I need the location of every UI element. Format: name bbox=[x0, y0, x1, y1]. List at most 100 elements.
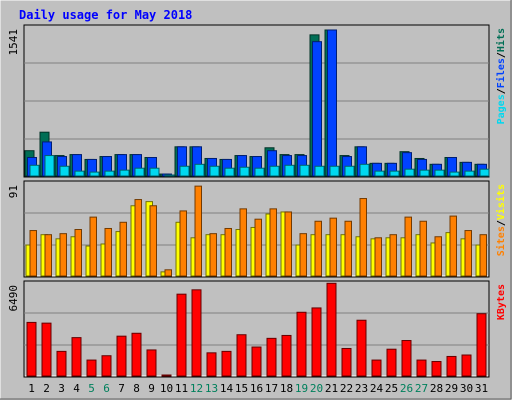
bar-sites bbox=[269, 208, 277, 277]
bar-kbytes bbox=[191, 289, 202, 377]
bar-sites bbox=[404, 216, 412, 277]
x-tick-label: 28 bbox=[430, 382, 443, 395]
bar-sites bbox=[374, 237, 382, 277]
bar-kbytes bbox=[431, 361, 442, 377]
x-tick-label: 17 bbox=[265, 382, 278, 395]
bar-sites bbox=[389, 234, 397, 277]
panel-frame bbox=[23, 280, 490, 378]
x-tick-label: 2 bbox=[43, 382, 50, 395]
legend-item: Files bbox=[495, 58, 507, 88]
bar-pages bbox=[239, 166, 250, 177]
x-tick-label: 1 bbox=[28, 382, 35, 395]
bar-pages bbox=[404, 168, 415, 177]
bar-pages bbox=[449, 171, 460, 177]
x-tick-label: 3 bbox=[58, 382, 65, 395]
bar-pages bbox=[419, 169, 430, 177]
bar-kbytes bbox=[116, 335, 127, 377]
x-tick-label: 16 bbox=[250, 382, 263, 395]
bar-sites bbox=[194, 185, 202, 277]
bar-pages bbox=[269, 165, 280, 177]
bar-sites bbox=[344, 220, 352, 277]
bar-sites bbox=[134, 199, 142, 277]
bar-kbytes bbox=[71, 337, 82, 377]
bar-pages bbox=[104, 170, 115, 177]
x-tick-label: 20 bbox=[310, 382, 323, 395]
x-tick-label: 11 bbox=[175, 382, 188, 395]
bar-sites bbox=[464, 230, 472, 277]
bar-files bbox=[312, 41, 322, 177]
x-tick-label: 29 bbox=[445, 382, 458, 395]
bar-pages bbox=[134, 167, 145, 177]
x-tick-label: 24 bbox=[370, 382, 384, 395]
bar-pages bbox=[374, 170, 385, 177]
bar-sites bbox=[224, 227, 232, 277]
bar-kbytes bbox=[371, 359, 382, 377]
x-tick-label: 7 bbox=[118, 382, 125, 395]
bar-sites bbox=[299, 233, 307, 277]
bar-kbytes bbox=[251, 346, 262, 377]
x-tick-label: 10 bbox=[160, 382, 173, 395]
bar-pages bbox=[389, 170, 400, 177]
legend-separator: / bbox=[496, 220, 507, 226]
bar-pages bbox=[464, 170, 475, 177]
chart-title: Daily usage for May 2018 bbox=[19, 8, 192, 22]
bar-pages bbox=[359, 163, 370, 177]
bar-pages bbox=[479, 168, 490, 177]
bar-sites bbox=[74, 229, 82, 277]
bar-kbytes bbox=[296, 311, 307, 377]
legend-item: KBytes bbox=[496, 284, 507, 320]
bar-kbytes bbox=[146, 349, 157, 377]
legend: KBytes bbox=[496, 284, 507, 320]
bar-sites bbox=[149, 205, 157, 277]
bar-pages bbox=[119, 169, 130, 177]
legend-separator: / bbox=[496, 52, 507, 58]
y-max-label: 6490 bbox=[7, 285, 20, 312]
bar-kbytes bbox=[401, 340, 412, 377]
bar-pages bbox=[344, 165, 355, 177]
x-tick-label: 18 bbox=[280, 382, 293, 395]
bar-pages bbox=[299, 164, 310, 177]
x-tick-label: 15 bbox=[235, 382, 248, 395]
bar-pages bbox=[74, 170, 85, 177]
bar-kbytes bbox=[221, 350, 232, 377]
x-tick-label: 25 bbox=[385, 382, 398, 395]
legend: Sites/Visits bbox=[495, 184, 507, 256]
bar-sites bbox=[104, 227, 112, 277]
legend-item: Hits bbox=[495, 28, 507, 52]
bar-kbytes bbox=[281, 334, 292, 377]
bar-pages bbox=[284, 164, 295, 177]
bar-kbytes bbox=[416, 359, 427, 377]
bar-pages bbox=[434, 169, 445, 177]
bar-sites bbox=[164, 269, 172, 277]
x-tick-label: 12 bbox=[190, 382, 203, 395]
bar-pages bbox=[179, 165, 190, 177]
bar-sites bbox=[314, 220, 322, 277]
bar-sites bbox=[239, 208, 247, 277]
x-tick-label: 13 bbox=[205, 382, 218, 395]
legend: Pages/Files/Hits bbox=[495, 28, 507, 124]
bar-sites bbox=[209, 233, 217, 277]
panel-visitors: 91 Sites/Visits bbox=[7, 180, 507, 278]
bar-pages bbox=[149, 167, 160, 177]
bar-sites bbox=[44, 234, 52, 277]
bar-kbytes bbox=[461, 354, 472, 377]
bar-kbytes bbox=[476, 313, 487, 377]
bar-pages bbox=[29, 164, 40, 177]
legend-item: Pages bbox=[496, 94, 507, 124]
x-tick-label: 30 bbox=[460, 382, 473, 395]
bar-kbytes bbox=[161, 374, 172, 377]
y-max-label: 1541 bbox=[7, 29, 20, 56]
bar-sites bbox=[419, 220, 427, 277]
bar-pages bbox=[44, 155, 55, 177]
bar-kbytes bbox=[326, 282, 337, 377]
panel-kbytes: 6490 KBytes bbox=[7, 280, 507, 378]
x-tick-label: 27 bbox=[415, 382, 428, 395]
bar-sites bbox=[359, 198, 367, 277]
bar-sites bbox=[179, 210, 187, 277]
bar-kbytes bbox=[56, 350, 67, 377]
bar-sites bbox=[449, 215, 457, 277]
